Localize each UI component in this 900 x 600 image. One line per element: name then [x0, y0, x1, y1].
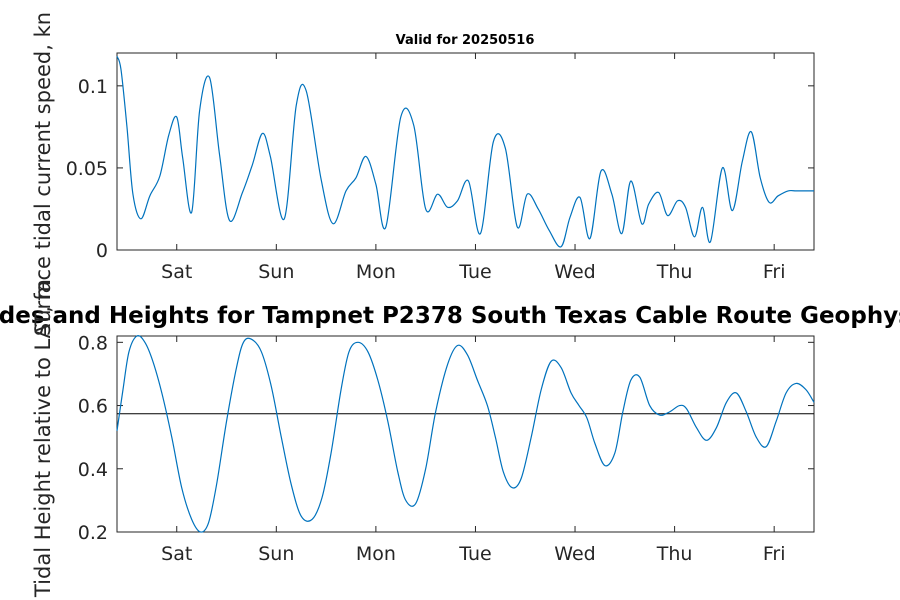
y-tick-label: 0.6: [78, 396, 108, 418]
x-tick-label: Mon: [356, 543, 396, 565]
x-tick-label: Sun: [258, 543, 294, 565]
x-tick-label: Mon: [356, 261, 396, 283]
x-tick-label: Fri: [763, 261, 786, 283]
x-tick-label: Fri: [763, 543, 786, 565]
x-tick-label: Wed: [554, 543, 595, 565]
y-tick-label: 0: [96, 240, 108, 262]
y-tick-label: 0.1: [78, 76, 108, 98]
current-y-axis-label: Surface tidal current speed, kn: [31, 12, 55, 336]
y-tick-label: 0.4: [78, 459, 108, 481]
tidal-height-line: [116, 335, 815, 533]
y-tick-label: 0.8: [78, 332, 108, 354]
x-tick-label: Sat: [161, 261, 192, 283]
current-plot-area: [116, 52, 815, 251]
current-speed-line: [116, 56, 814, 248]
height-ticks: [117, 336, 814, 533]
y-tick-label: 0.05: [66, 158, 108, 180]
current-x-tick-labels: Sat Sun Mon Tue Wed Thu Fri: [161, 261, 785, 283]
height-y-tick-labels: 0.2 0.4 0.6 0.8: [78, 332, 108, 544]
height-y-axis-label: Tidal Height relative to LAT, m: [31, 279, 55, 598]
x-tick-label: Tue: [458, 543, 491, 565]
x-tick-label: Wed: [554, 261, 595, 283]
current-chart-title: Valid for 20250516: [396, 33, 535, 48]
x-tick-label: Tue: [458, 261, 491, 283]
height-x-tick-labels: Sat Sun Mon Tue Wed Thu Fri: [161, 543, 785, 565]
tidal-height-axes: Sat Sun Mon Tue Wed Thu Fri 0.2 0.4 0.6 0.8: [78, 332, 815, 565]
current-ticks: [117, 53, 814, 251]
x-tick-label: Sun: [258, 261, 294, 283]
current-speed-axes: Sat Sun Mon Tue Wed Thu Fri 0 0.05 0.1 Valid for…: [66, 33, 815, 283]
height-plot-area: [116, 335, 815, 533]
x-tick-label: Sat: [161, 543, 192, 565]
y-tick-label: 0.2: [78, 522, 108, 544]
x-tick-label: Thu: [656, 261, 693, 283]
height-chart-title: Tides and Heights for Tampnet P2378 Sout…: [0, 303, 900, 329]
x-tick-label: Thu: [656, 543, 693, 565]
current-y-tick-labels: 0 0.05 0.1: [66, 76, 108, 262]
